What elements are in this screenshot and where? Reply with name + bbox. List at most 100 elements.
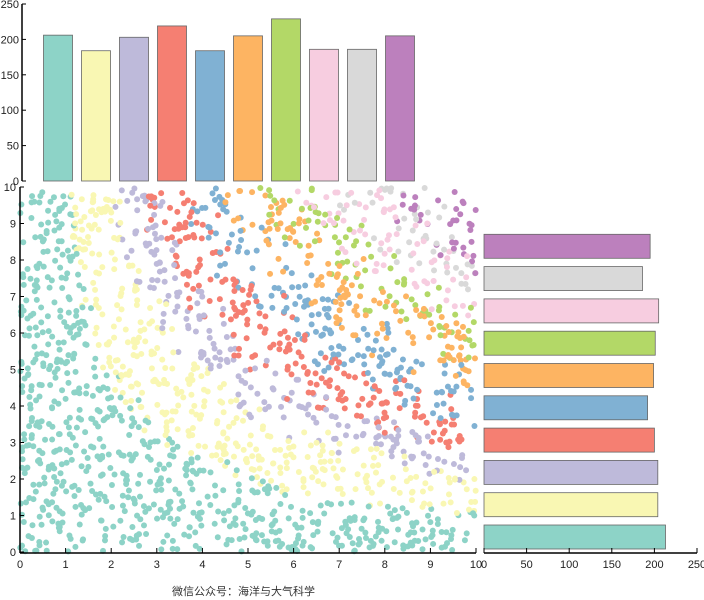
- scatter-point: [83, 383, 90, 390]
- scatter-point: [38, 350, 45, 357]
- scatter-point: [110, 323, 117, 330]
- scatter-point: [373, 440, 380, 447]
- scatter-point: [73, 250, 80, 257]
- scatter-point: [322, 325, 329, 332]
- scatter-point: [56, 524, 63, 531]
- scatter-point: [395, 248, 402, 255]
- scatter-point: [390, 346, 397, 353]
- scatter-point: [232, 515, 239, 522]
- scatter-point: [282, 491, 289, 498]
- scatter-point: [131, 419, 138, 426]
- scatter-point: [302, 282, 309, 289]
- scatter-point: [388, 185, 395, 192]
- scatter-point: [453, 320, 460, 327]
- scatter-point: [163, 301, 170, 308]
- scatter-point: [116, 198, 123, 205]
- scatter-point: [321, 367, 328, 374]
- scatter-point: [380, 262, 387, 269]
- scatter-point: [71, 482, 78, 489]
- scatter-point: [332, 414, 339, 421]
- scatter-point: [393, 384, 400, 391]
- scatter-point: [310, 204, 317, 211]
- scatter-point: [26, 393, 33, 400]
- scatter-point: [391, 507, 398, 514]
- scatter-point: [62, 360, 69, 367]
- scatter-point: [413, 216, 420, 223]
- scatter-point: [459, 323, 466, 330]
- scatter-point: [375, 462, 382, 469]
- scatter-point: [393, 259, 400, 266]
- scatter-point: [335, 421, 342, 428]
- scatter-point: [72, 204, 79, 211]
- scatter-point: [307, 510, 314, 517]
- scatter-point: [375, 419, 382, 426]
- scatter-point: [314, 404, 321, 411]
- scatter-point: [328, 329, 335, 336]
- scatter-point: [28, 214, 35, 221]
- scatter-point: [378, 450, 385, 457]
- scatter-point: [239, 417, 246, 424]
- scatter-point: [377, 500, 384, 507]
- right-x-tick-label: 250: [688, 559, 704, 571]
- scatter-point: [252, 365, 259, 372]
- scatter-point: [158, 546, 165, 553]
- right-x-tick-label: 0: [481, 559, 487, 571]
- scatter-point: [433, 240, 440, 247]
- scatter-point: [362, 475, 369, 482]
- scatter-point: [45, 341, 52, 348]
- scatter-point: [172, 308, 179, 315]
- scatter-point: [213, 272, 220, 279]
- scatter-point: [253, 298, 260, 305]
- scatter-point: [393, 369, 400, 376]
- scatter-point: [29, 193, 36, 200]
- scatter-point: [133, 301, 140, 308]
- scatter-point: [106, 206, 113, 213]
- scatter-point: [228, 231, 235, 238]
- scatter-point: [20, 239, 27, 246]
- scatter-point: [460, 333, 467, 340]
- scatter-point: [249, 453, 256, 460]
- scatter-point: [409, 227, 416, 234]
- scatter-point: [422, 461, 429, 468]
- scatter-point: [458, 362, 465, 369]
- scatter-point: [271, 508, 278, 515]
- scatter-point: [426, 311, 433, 318]
- scatter-point: [244, 321, 251, 328]
- scatter-point: [459, 302, 466, 309]
- scatter-point: [89, 207, 96, 214]
- scatter-point: [196, 467, 203, 474]
- scatter-point: [358, 222, 365, 229]
- scatter-point: [188, 391, 195, 398]
- scatter-point: [237, 188, 244, 195]
- scatter-point: [195, 282, 202, 289]
- scatter-point: [186, 379, 193, 386]
- scatter-point: [342, 432, 349, 439]
- scatter-point: [55, 339, 62, 346]
- scatter-point: [422, 480, 429, 487]
- right-hist-bar: [483, 395, 648, 421]
- x-tick-label: 4: [199, 559, 205, 571]
- scatter-point: [59, 251, 66, 258]
- scatter-point: [309, 389, 316, 396]
- scatter-point: [365, 503, 372, 510]
- scatter-point: [186, 213, 193, 220]
- scatter-point: [118, 290, 125, 297]
- scatter-point: [298, 205, 305, 212]
- scatter-point: [81, 214, 88, 221]
- scatter-point: [264, 538, 271, 545]
- scatter-point: [372, 337, 379, 344]
- y-tick-label: 3: [10, 438, 16, 450]
- scatter-point: [289, 284, 296, 291]
- scatter-point: [471, 422, 478, 429]
- scatter-point: [282, 241, 289, 248]
- scatter-point: [212, 482, 219, 489]
- scatter-point: [375, 432, 382, 439]
- scatter-point: [93, 296, 100, 303]
- scatter-point: [179, 498, 186, 505]
- scatter-point: [289, 228, 296, 235]
- scatter-point: [33, 547, 40, 554]
- scatter-point: [337, 485, 344, 492]
- scatter-point: [66, 254, 73, 261]
- scatter-point: [108, 481, 115, 488]
- scatter-point: [121, 508, 128, 515]
